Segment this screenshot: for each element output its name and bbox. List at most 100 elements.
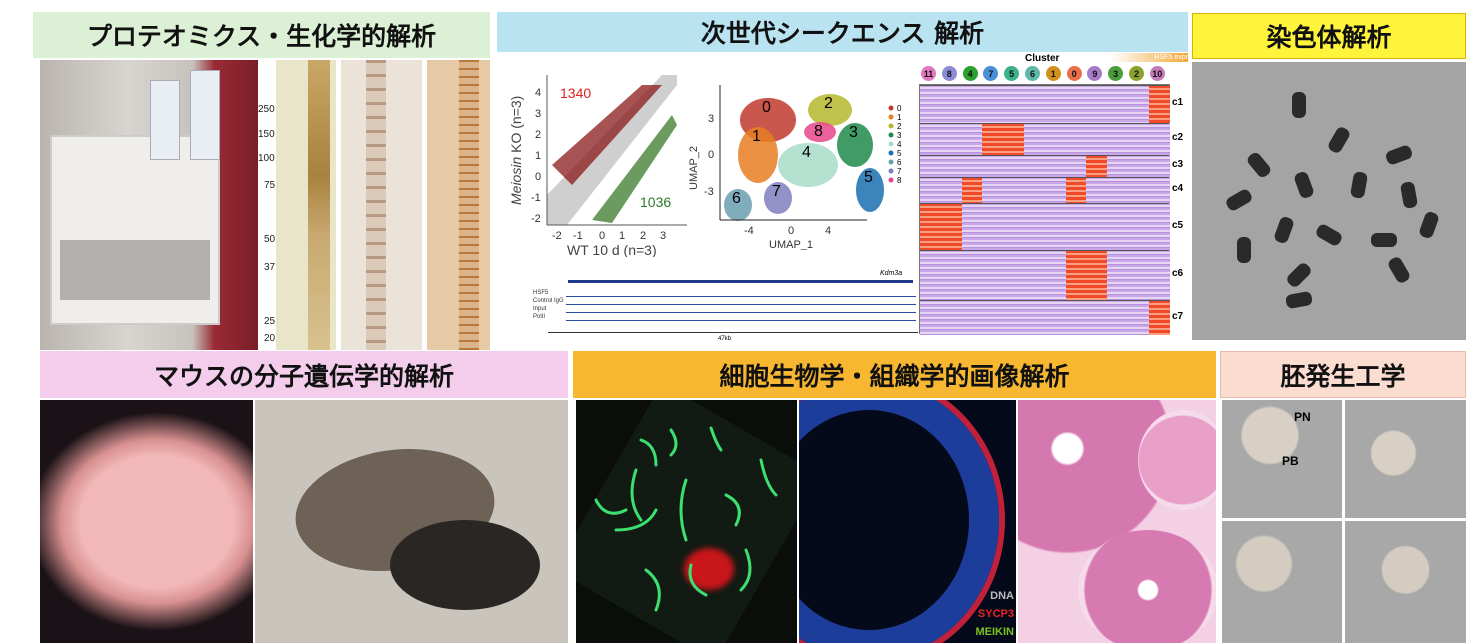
heatmap-cell: [1003, 123, 1024, 155]
silver-stain-gel-2: [341, 60, 422, 350]
heatmap-cell: [1148, 123, 1170, 155]
heatmap-cell: [1065, 300, 1087, 335]
chromosome: [1399, 180, 1419, 210]
cluster-column-0: 0: [1066, 66, 1082, 81]
legend-label: 2: [897, 122, 902, 131]
scale-label: 47kb: [718, 336, 732, 342]
heatmap-cell: [1044, 177, 1066, 203]
heatmap-cell: [920, 203, 941, 250]
heatmap-cell: [1148, 250, 1170, 300]
heatmap-cell: [961, 203, 983, 250]
heatmap-cell: [1024, 250, 1045, 300]
x-tick: 2: [640, 230, 646, 242]
chromosome: [1384, 143, 1414, 167]
x-tick: 3: [660, 230, 666, 242]
umap-cluster-8: [804, 122, 836, 142]
header-ngs: 次世代シークエンス 解析: [497, 12, 1188, 52]
chromosome-spread-image: [1192, 62, 1466, 340]
mouse-embryo-photo: [40, 400, 253, 643]
heatmap-cell: [920, 300, 941, 335]
umap-y-label: UMAP_2: [688, 146, 700, 190]
chromosome: [1245, 150, 1273, 180]
heatmap-cell: [1065, 85, 1087, 123]
cluster-column-7: 7: [983, 66, 999, 81]
chromosome: [1386, 255, 1412, 285]
umap-cluster-label: 1: [752, 128, 761, 145]
silver-stain-gel-1: [276, 60, 336, 350]
legend-swatch: [888, 159, 894, 165]
heatmap-cell: [982, 85, 1004, 123]
heatmap-cell: [1148, 203, 1170, 250]
marker-75: 75: [264, 180, 276, 191]
heatmap-cell: [1107, 123, 1128, 155]
legend-label: 3: [897, 131, 902, 140]
umap-cluster-label: 8: [814, 123, 823, 140]
dna-label: DNA: [990, 590, 1014, 602]
chromosome: [1284, 260, 1314, 290]
heatmap-cell: [920, 155, 941, 177]
heatmap-cell: [920, 85, 941, 123]
chromosome: [1314, 222, 1344, 248]
heatmap-cell: [1003, 177, 1024, 203]
heatmap-cell: [940, 155, 962, 177]
heatmap-cell: [1003, 85, 1024, 123]
heatmap-cell: [1086, 300, 1108, 335]
heatmap-cell: [920, 250, 941, 300]
y-tick: -3: [704, 186, 714, 198]
x-tick: -4: [744, 225, 754, 237]
heatmap-cell: [1128, 85, 1149, 123]
umap-cluster-1: [738, 127, 778, 183]
chromosome: [1349, 170, 1369, 200]
mice-photo: [255, 400, 568, 643]
heatmap-cell: [1148, 85, 1170, 123]
y-tick: -1: [531, 192, 541, 204]
y-tick: 4: [535, 87, 541, 99]
heatmap-cell: [1107, 300, 1128, 335]
heatmap-cell: [940, 123, 962, 155]
heatmap-cell: [1044, 203, 1066, 250]
heatmap-cell: [1107, 203, 1128, 250]
heatmap-cell: [1148, 177, 1170, 203]
heatmap-cell: [961, 250, 983, 300]
heatmap-row-label: c7: [1172, 310, 1184, 322]
four-cell-embryo-image: [1222, 521, 1342, 643]
cluster-column-9: 9: [1087, 66, 1103, 81]
chromosome-spread-fluorescence: [576, 400, 797, 643]
heatmap-cell: [940, 85, 962, 123]
heatmap-cell: [1086, 123, 1108, 155]
heatmap-row-label: c3: [1172, 159, 1184, 170]
cluster-column-1: 1: [1045, 66, 1061, 81]
silver-stain-gel-3: [427, 60, 490, 350]
track-label: Control IgG: [533, 298, 564, 304]
umap-cluster-label: 5: [864, 169, 873, 186]
cluster-column-6: 6: [1025, 66, 1040, 81]
heatmap-cell: [920, 177, 941, 203]
umap-cluster-3: [837, 123, 873, 167]
heatmap-cell: [1065, 203, 1087, 250]
heatmap-cell: [1024, 155, 1045, 177]
heatmap-cell: [1065, 250, 1087, 300]
heatmap-cell: [1003, 155, 1024, 177]
heatmap-row-label: c2: [1172, 132, 1184, 143]
y-tick: 2: [535, 129, 541, 141]
y-tick: 1: [535, 150, 541, 162]
chromosome: [1237, 237, 1251, 263]
heatmap-cell: [982, 155, 1004, 177]
chromosome: [1284, 290, 1314, 310]
legend-label: 6: [897, 158, 902, 167]
track-label: PolII: [533, 314, 546, 320]
heatmap-cell: [982, 300, 1004, 335]
track-label: Input: [533, 306, 547, 312]
cluster-column-4: 4: [962, 66, 978, 81]
heatmap-cell: [1086, 250, 1108, 300]
testis-section-immunofluorescence: DNA SYCP3 MEIKIN: [799, 400, 1016, 643]
heatmap-cell: [1128, 155, 1149, 177]
heatmap-cell: [940, 300, 962, 335]
legend-label: 1: [897, 113, 902, 122]
heatmap-legend: HSF5 expr: [1110, 53, 1188, 62]
heatmap-cell: [1003, 300, 1024, 335]
chromosome: [1326, 125, 1352, 155]
legend-label: 8: [897, 176, 902, 185]
heatmap-cell: [1107, 85, 1128, 123]
heatmap-row-label: c4: [1172, 183, 1184, 194]
